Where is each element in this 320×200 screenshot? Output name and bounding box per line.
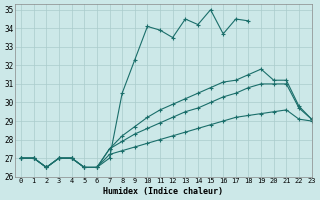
X-axis label: Humidex (Indice chaleur): Humidex (Indice chaleur) bbox=[103, 187, 223, 196]
